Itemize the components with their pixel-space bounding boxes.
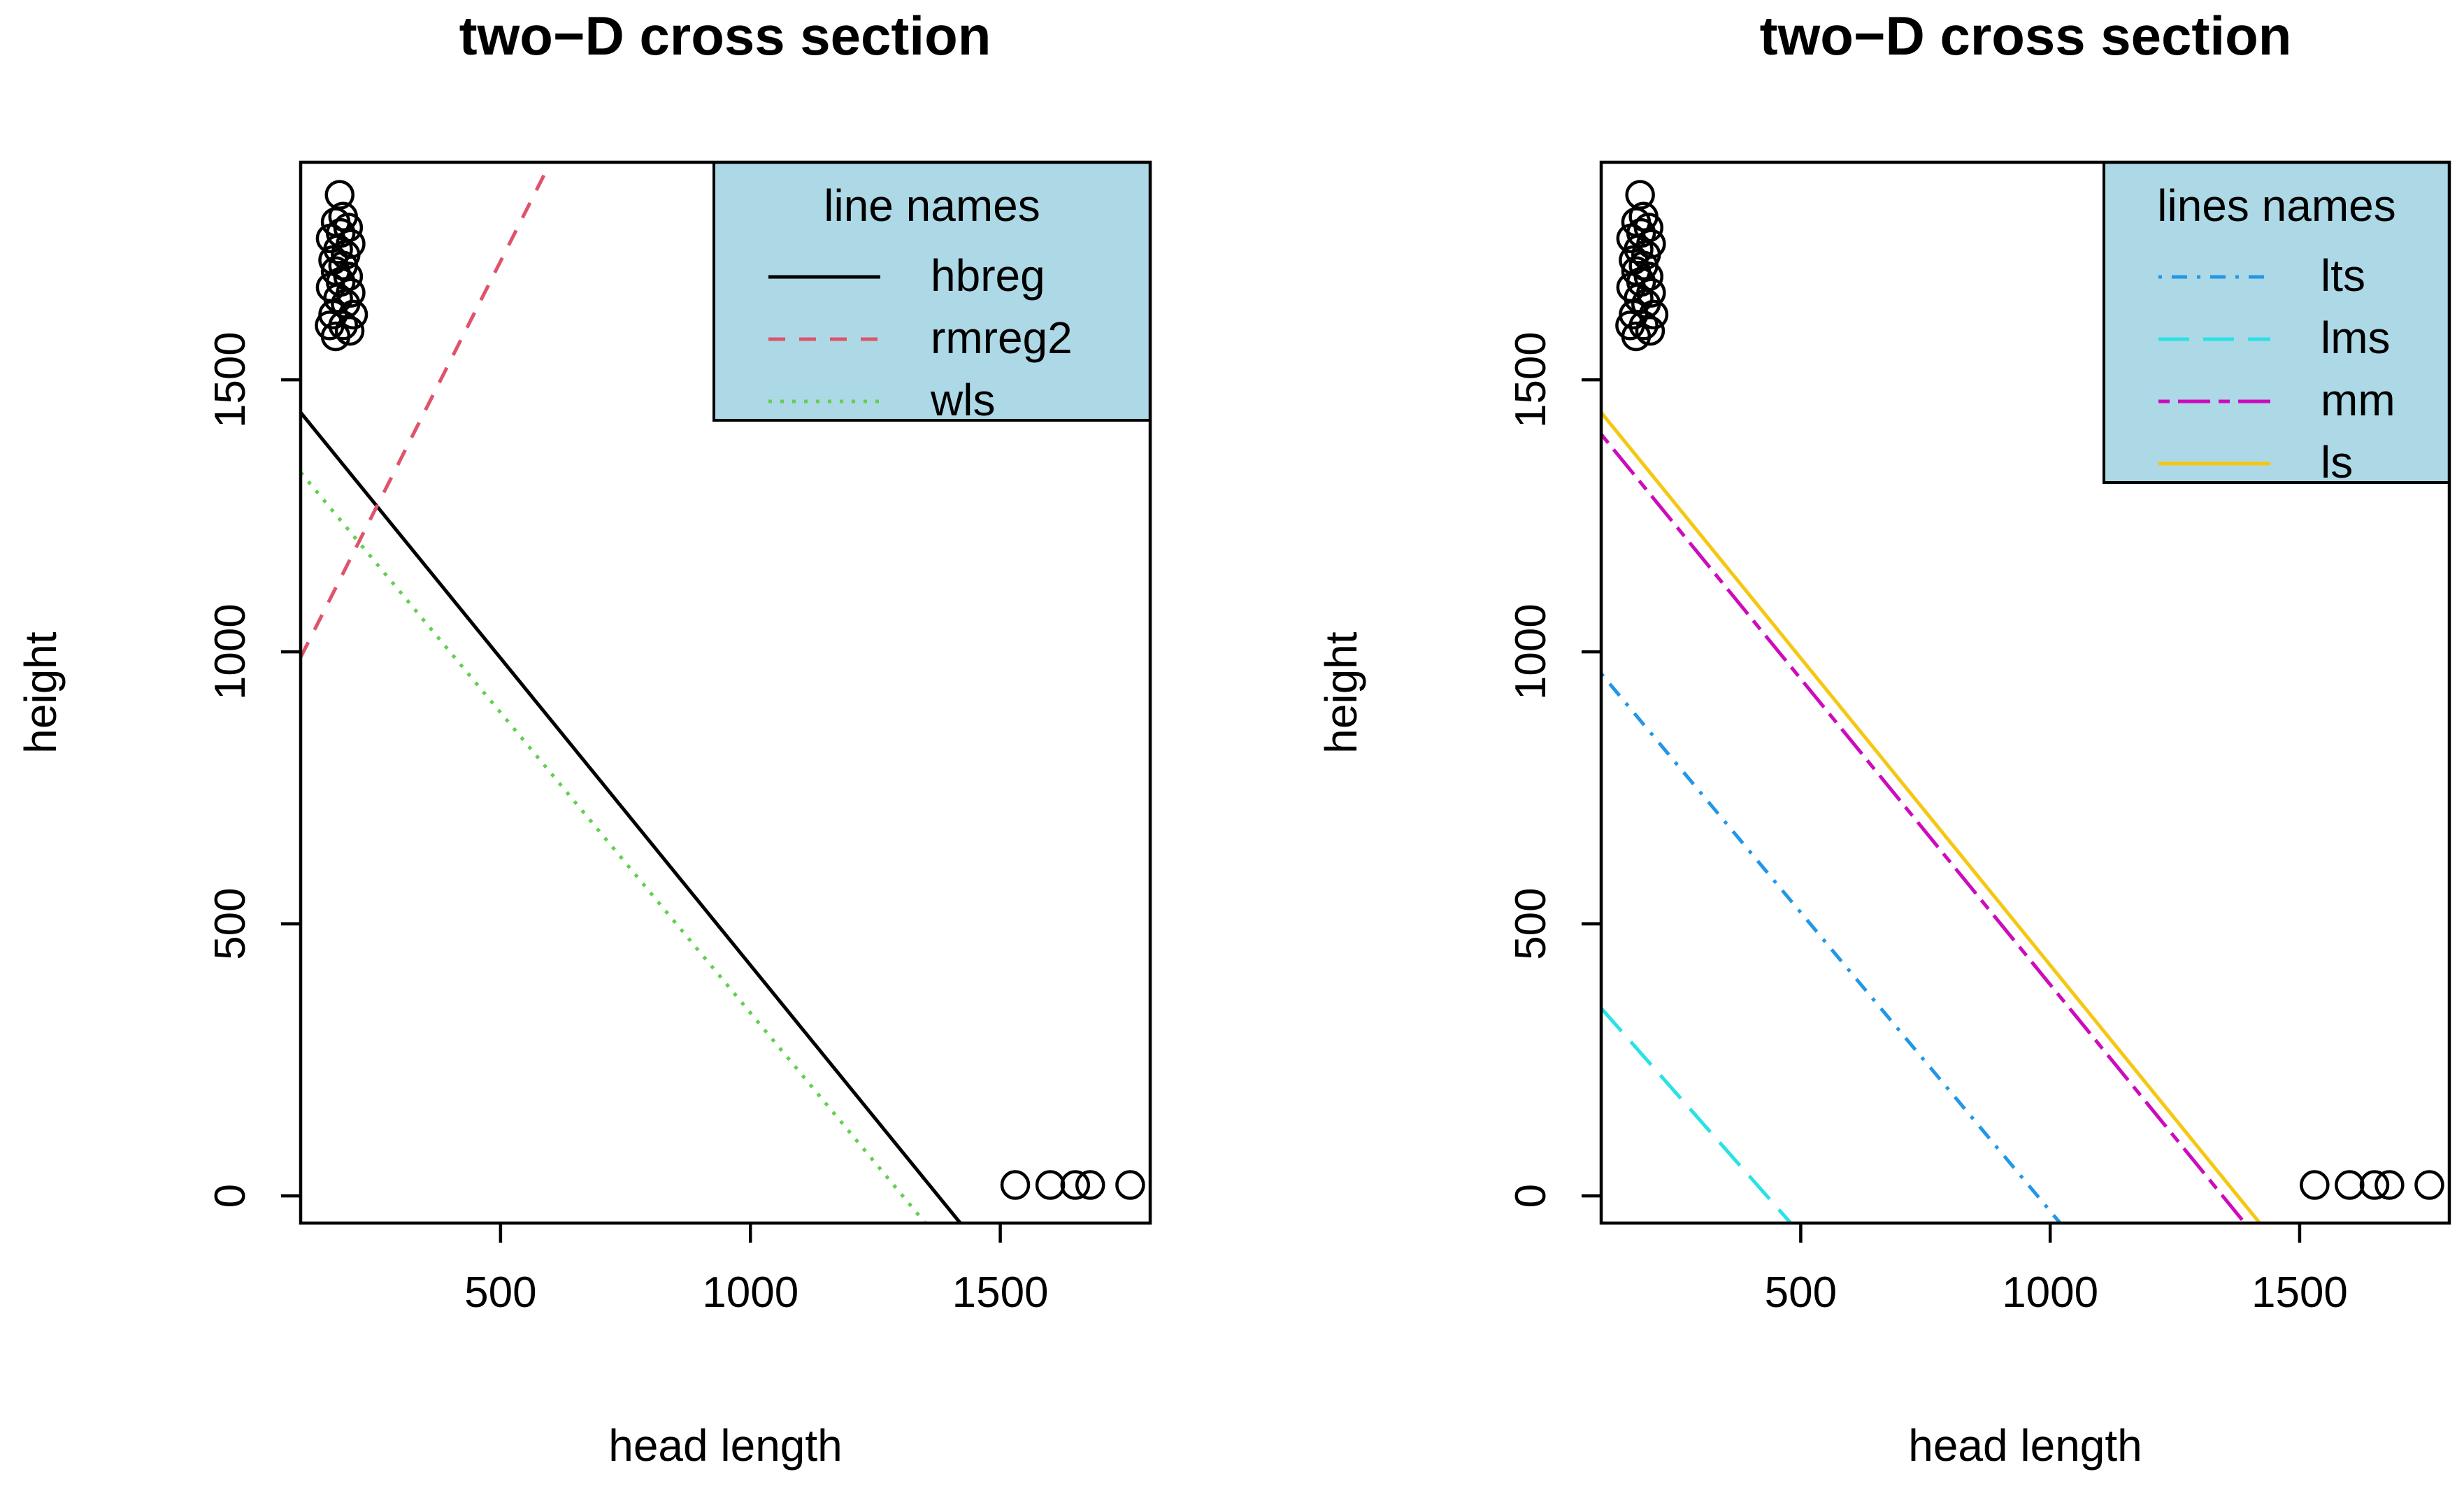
y-axis-label: height <box>15 631 66 754</box>
data-point <box>1636 229 1666 259</box>
data-point <box>1115 1170 1145 1200</box>
data-point <box>1000 1170 1031 1200</box>
y-tick-label: 0 <box>1507 1184 1555 1208</box>
data-point <box>1060 1170 1091 1200</box>
data-point <box>324 180 354 210</box>
data-point <box>336 229 366 259</box>
x-tick-label: 500 <box>1765 1269 1837 1317</box>
chart-title: two−D cross section <box>459 5 991 66</box>
legend-entry-lms: lms <box>2321 313 2391 363</box>
regression-lines <box>301 162 962 1223</box>
plot-frame <box>1599 160 2451 1225</box>
y-tick-label: 500 <box>1507 887 1555 959</box>
data-point <box>1615 310 1645 341</box>
data-point <box>1628 201 1659 232</box>
data-point <box>315 310 345 341</box>
data-point <box>334 315 365 346</box>
line-rmreg2 <box>301 162 552 659</box>
data-points <box>1615 180 2444 1200</box>
legend: lines names lts lms mm ls <box>2103 161 2451 487</box>
legend-box <box>2103 161 2451 484</box>
legend-entry-wls: wls <box>930 375 995 425</box>
legend-entry-lts: lts <box>2321 250 2365 301</box>
y-tick-label: 1500 <box>206 331 255 428</box>
line-wls <box>301 471 927 1223</box>
data-point <box>1635 315 1666 346</box>
y-tick-label: 1000 <box>206 603 255 700</box>
plot-frame <box>299 160 1152 1225</box>
data-point <box>328 201 358 232</box>
y-tick-label: 1500 <box>1507 331 1555 428</box>
y-tick-label: 1000 <box>1507 603 1555 700</box>
x-axis: 500 1000 1500 <box>1765 1223 2348 1317</box>
legend-entry-rmreg2: rmreg2 <box>931 313 1073 363</box>
x-axis-label: head length <box>1908 1420 2142 1471</box>
data-point <box>2335 1170 2365 1200</box>
data-point <box>2300 1170 2330 1200</box>
line-ls <box>1601 411 2261 1223</box>
data-point <box>320 256 351 286</box>
x-tick-label: 500 <box>464 1269 536 1317</box>
line-lts <box>1601 672 2062 1223</box>
right-panel: two−D cross section lines names lts lms mm ls… <box>1316 5 2451 1471</box>
legend-entry-mm: mm <box>2321 375 2395 425</box>
data-point <box>336 278 366 308</box>
data-point <box>1636 278 1666 308</box>
legend-entry-ls: ls <box>2321 437 2353 487</box>
x-tick-label: 1500 <box>2251 1269 2348 1317</box>
line-mm <box>1601 433 2247 1223</box>
y-axis: 0 500 1000 1500 <box>206 331 301 1208</box>
data-point <box>1621 256 1652 286</box>
data-point <box>338 299 368 330</box>
legend-entry-hbreg: hbreg <box>931 250 1045 301</box>
y-tick-label: 500 <box>206 887 255 959</box>
y-tick-label: 0 <box>206 1184 255 1208</box>
legend: line names hbreg rmreg2 wls <box>712 161 1152 425</box>
data-point <box>1625 180 1655 210</box>
x-tick-label: 1000 <box>2002 1269 2098 1317</box>
data-point <box>2414 1170 2444 1200</box>
data-points <box>315 180 1145 1200</box>
line-lms <box>1601 1007 1793 1223</box>
legend-title: line names <box>824 180 1040 231</box>
x-axis-label: head length <box>608 1420 843 1471</box>
y-axis-label: height <box>1316 631 1366 754</box>
x-tick-label: 1000 <box>702 1269 798 1317</box>
data-point <box>1075 1170 1105 1200</box>
data-point <box>2359 1170 2390 1200</box>
x-tick-label: 1500 <box>952 1269 1049 1317</box>
data-point <box>2375 1170 2405 1200</box>
left-panel: two−D cross section line names hbreg rmreg2… <box>15 5 1152 1471</box>
data-point <box>1035 1170 1066 1200</box>
chart-title: two−D cross section <box>1760 5 2292 66</box>
x-axis: 500 1000 1500 <box>464 1223 1049 1317</box>
line-hbreg <box>301 411 962 1223</box>
y-axis: 0 500 1000 1500 <box>1507 331 1601 1208</box>
regression-lines <box>1601 411 2261 1223</box>
legend-title: lines names <box>2157 180 2396 231</box>
data-point <box>1638 299 1669 330</box>
